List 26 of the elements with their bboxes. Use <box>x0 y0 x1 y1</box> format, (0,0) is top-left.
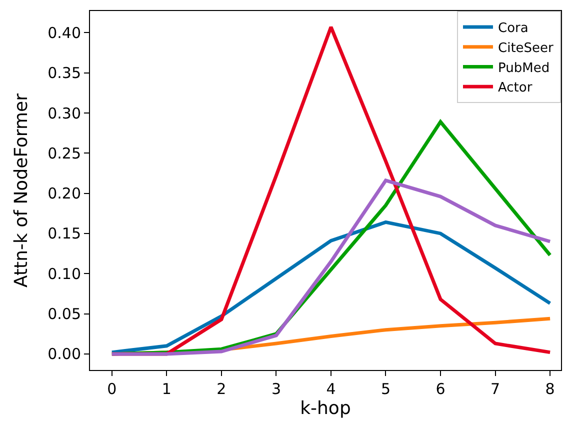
line-series <box>110 178 552 356</box>
y-tick-label: 0.30 <box>48 104 81 122</box>
x-tick-label: 1 <box>162 380 172 398</box>
x-tick-label: 8 <box>545 380 555 398</box>
x-axis-title: k-hop <box>300 398 351 419</box>
x-tick-label: 3 <box>271 380 281 398</box>
legend-label: CiteSeer <box>498 40 554 56</box>
y-tick-label: 0.35 <box>48 64 81 82</box>
y-tick-label: 0.05 <box>48 305 81 324</box>
legend-label: Actor <box>498 80 533 96</box>
x-tick-label: 0 <box>107 380 117 398</box>
legend-label: PubMed <box>498 60 550 76</box>
x-tick-label: 6 <box>436 380 446 398</box>
x-tick-label: 5 <box>380 380 391 398</box>
x-tick-label: 2 <box>216 380 226 398</box>
y-tick-label: 0.20 <box>48 184 81 203</box>
y-axis-title: Attn-k of NodeFormer <box>10 92 32 288</box>
y-tick-label: 0.40 <box>48 24 81 42</box>
x-tick-label: 4 <box>326 380 336 398</box>
y-tick-label: 0.10 <box>48 264 81 283</box>
line-series <box>110 220 552 354</box>
y-tick-label: 0.15 <box>48 224 81 243</box>
legend-label: Cora <box>498 21 528 36</box>
y-tick-label: 0.00 <box>48 345 81 364</box>
x-tick-label: 7 <box>490 380 500 398</box>
y-tick-label: 0.25 <box>48 144 81 162</box>
